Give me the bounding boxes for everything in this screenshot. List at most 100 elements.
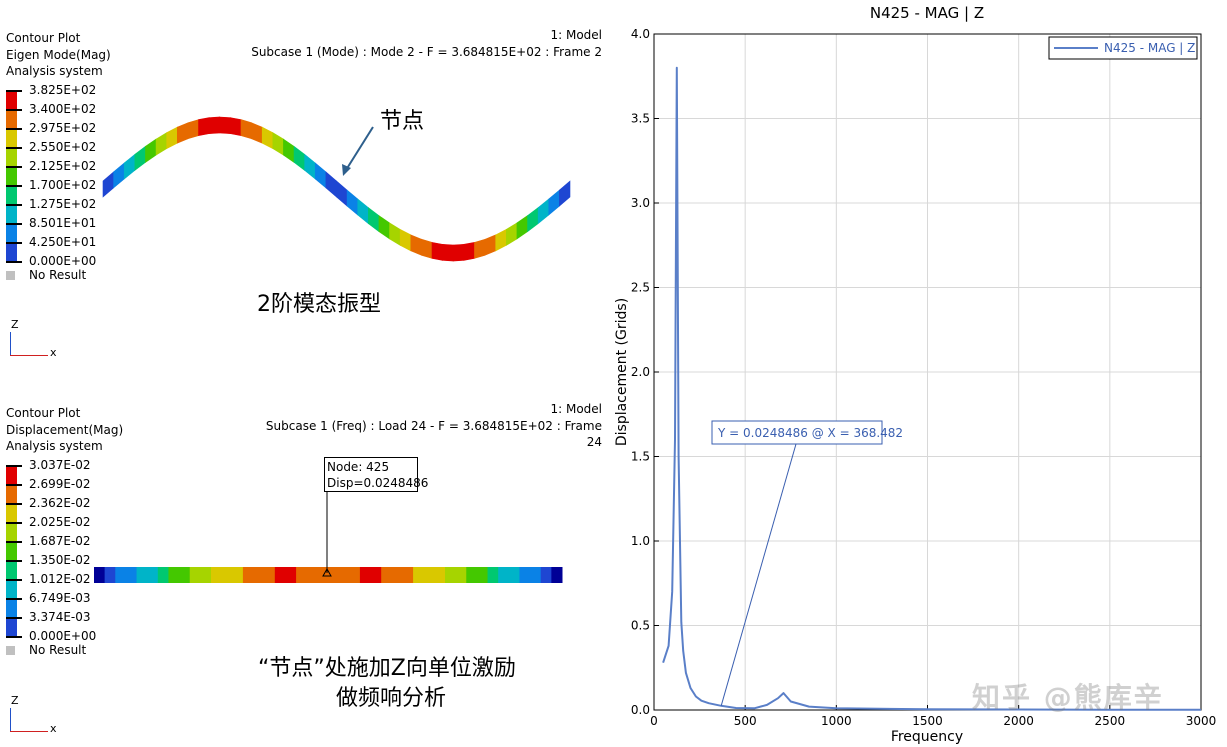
- bottom-triad-z-axis: [10, 708, 11, 732]
- bottom-triad-x-axis: [10, 731, 48, 732]
- top-no-result-swatch: [6, 271, 15, 280]
- bottom-legend-tick: [6, 522, 22, 524]
- top-triad-x-axis: [10, 355, 48, 356]
- flat-beam-element: [285, 567, 297, 583]
- flat-beam-element: [189, 567, 201, 583]
- bottom-no-result-swatch: [6, 646, 15, 655]
- flat-beam: [94, 567, 563, 583]
- mode-shape-element: [251, 122, 263, 144]
- top-contour-header: Contour Plot Eigen Mode(Mag) Analysis sy…: [6, 30, 111, 80]
- series-line-n425[interactable]: [662, 66, 1202, 711]
- flat-beam-element: [466, 567, 478, 583]
- mode-shape-element: [506, 222, 518, 246]
- mode-shape-element: [283, 138, 295, 163]
- bottom-legend-row: 1.687E-02: [6, 534, 126, 561]
- bottom-subcase-label: Subcase 1 (Freq) : Load 24 - F = 3.68481…: [265, 418, 602, 450]
- flat-beam-element: [232, 567, 244, 583]
- mode-shape-element: [272, 132, 284, 156]
- bottom-beam-viewport[interactable]: [0, 440, 610, 620]
- top-model-info: 1: Model Subcase 1 (Mode) : Mode 2 - F =…: [250, 27, 602, 60]
- bottom-legend-swatch: [6, 561, 17, 580]
- bottom-legend-value: 0.000E+00: [29, 629, 97, 643]
- flat-beam-element: [157, 567, 169, 583]
- top-contour-title: Contour Plot: [6, 31, 81, 45]
- mode-shape-element: [155, 132, 167, 156]
- bottom-legend-swatch: [6, 523, 17, 542]
- top-mode-shape-viewport[interactable]: [0, 0, 610, 380]
- mode-shape-element: [346, 189, 359, 216]
- flat-beam-element: [328, 567, 340, 583]
- bottom-legend-tick: [6, 579, 22, 581]
- top-legend-swatch: [6, 167, 17, 186]
- top-triad-z-axis: [10, 332, 11, 356]
- flat-beam-element: [200, 567, 212, 583]
- top-legend-value: 1.700E+02: [29, 178, 97, 192]
- mode-shape-element: [559, 180, 571, 207]
- flat-beam-element: [264, 567, 276, 583]
- top-legend-value: 8.501E+01: [29, 216, 97, 230]
- top-legend-swatch: [6, 205, 17, 224]
- flat-beam-element: [338, 567, 350, 583]
- bottom-contour-title: Contour Plot: [6, 406, 81, 420]
- top-legend-row: 1.700E+02: [6, 178, 126, 205]
- chart-legend[interactable]: N425 - MAG | Z: [1048, 36, 1198, 60]
- flat-beam-element: [359, 567, 372, 583]
- mode-shape-element: [548, 189, 560, 216]
- y-tick-label: 2.0: [631, 365, 650, 379]
- flat-beam-element: [508, 567, 520, 583]
- bottom-legend-row: 2.362E-02: [6, 496, 126, 523]
- mode-shape-element: [219, 116, 231, 134]
- top-legend-tick: [6, 223, 22, 225]
- top-legend-tick: [6, 90, 22, 92]
- node-425-marker[interactable]: [322, 567, 332, 577]
- top-caption: 2阶模态振型: [257, 292, 381, 317]
- mode-shape-element: [176, 122, 189, 144]
- mode-shape-element: [389, 222, 401, 246]
- chart-legend-label: N425 - MAG | Z: [1104, 41, 1195, 55]
- mode-shape-element: [166, 126, 178, 150]
- bottom-legend-value: 2.025E-02: [29, 515, 91, 529]
- top-legend-tick: [6, 128, 22, 130]
- mode-shape-element: [399, 228, 412, 252]
- flat-beam-element: [530, 567, 542, 583]
- flat-beam-element: [253, 567, 265, 583]
- mode-shape-element: [293, 145, 305, 172]
- top-legend-tick: [6, 109, 22, 111]
- node-annotation-arrow-head: [342, 164, 351, 176]
- flat-beam-element: [551, 567, 563, 583]
- frequency-response-chart[interactable]: N425 - MAG | Z 0.0 0.5 1.0 1.5 2.0 2.5 3.0 3.5 4…: [610, 0, 1227, 747]
- mode-shape-element: [378, 215, 390, 240]
- flat-beam-element: [179, 567, 191, 583]
- x-tick-label: 2000: [1003, 714, 1034, 728]
- top-axis-triad: Z x: [6, 318, 66, 364]
- top-legend-value: 2.550E+02: [29, 140, 97, 154]
- mode-shape-element: [357, 198, 369, 225]
- chart-grid: [654, 34, 1201, 710]
- top-legend-value: 2.125E+02: [29, 159, 97, 173]
- flat-beam-element: [413, 567, 425, 583]
- flat-beam-element: [115, 567, 127, 583]
- bottom-legend-row: 2.025E-02: [6, 515, 126, 542]
- top-legend-tick: [6, 147, 22, 149]
- bottom-legend-swatch: [6, 466, 17, 485]
- bottom-legend-tick: [6, 465, 22, 467]
- top-legend-row: 2.975E+02: [6, 121, 126, 148]
- bottom-legend-swatch: [6, 504, 17, 523]
- flat-beam-element: [455, 567, 467, 583]
- top-legend-row: 2.125E+02: [6, 159, 126, 186]
- bottom-legend-value: 3.374E-03: [29, 610, 91, 624]
- flat-beam-element: [221, 567, 233, 583]
- top-legend-value: 3.400E+02: [29, 102, 97, 116]
- x-axis-ticks: 0 500 1000 1500 2000 2500 3000: [650, 705, 1216, 728]
- mode-shape-element: [304, 153, 316, 180]
- top-contour-result-type: Eigen Mode(Mag): [6, 47, 111, 62]
- flat-beam-element: [94, 567, 106, 583]
- bottom-no-result: No Result: [6, 643, 86, 657]
- top-legend-value: 3.825E+02: [29, 83, 97, 97]
- bottom-legend-tick: [6, 560, 22, 562]
- top-legend-swatch: [6, 91, 17, 110]
- annotation-leader: [720, 443, 797, 706]
- top-legend-row: 1.275E+02: [6, 197, 126, 224]
- flat-beam-element: [370, 567, 382, 583]
- mode-shape-element: [410, 234, 422, 256]
